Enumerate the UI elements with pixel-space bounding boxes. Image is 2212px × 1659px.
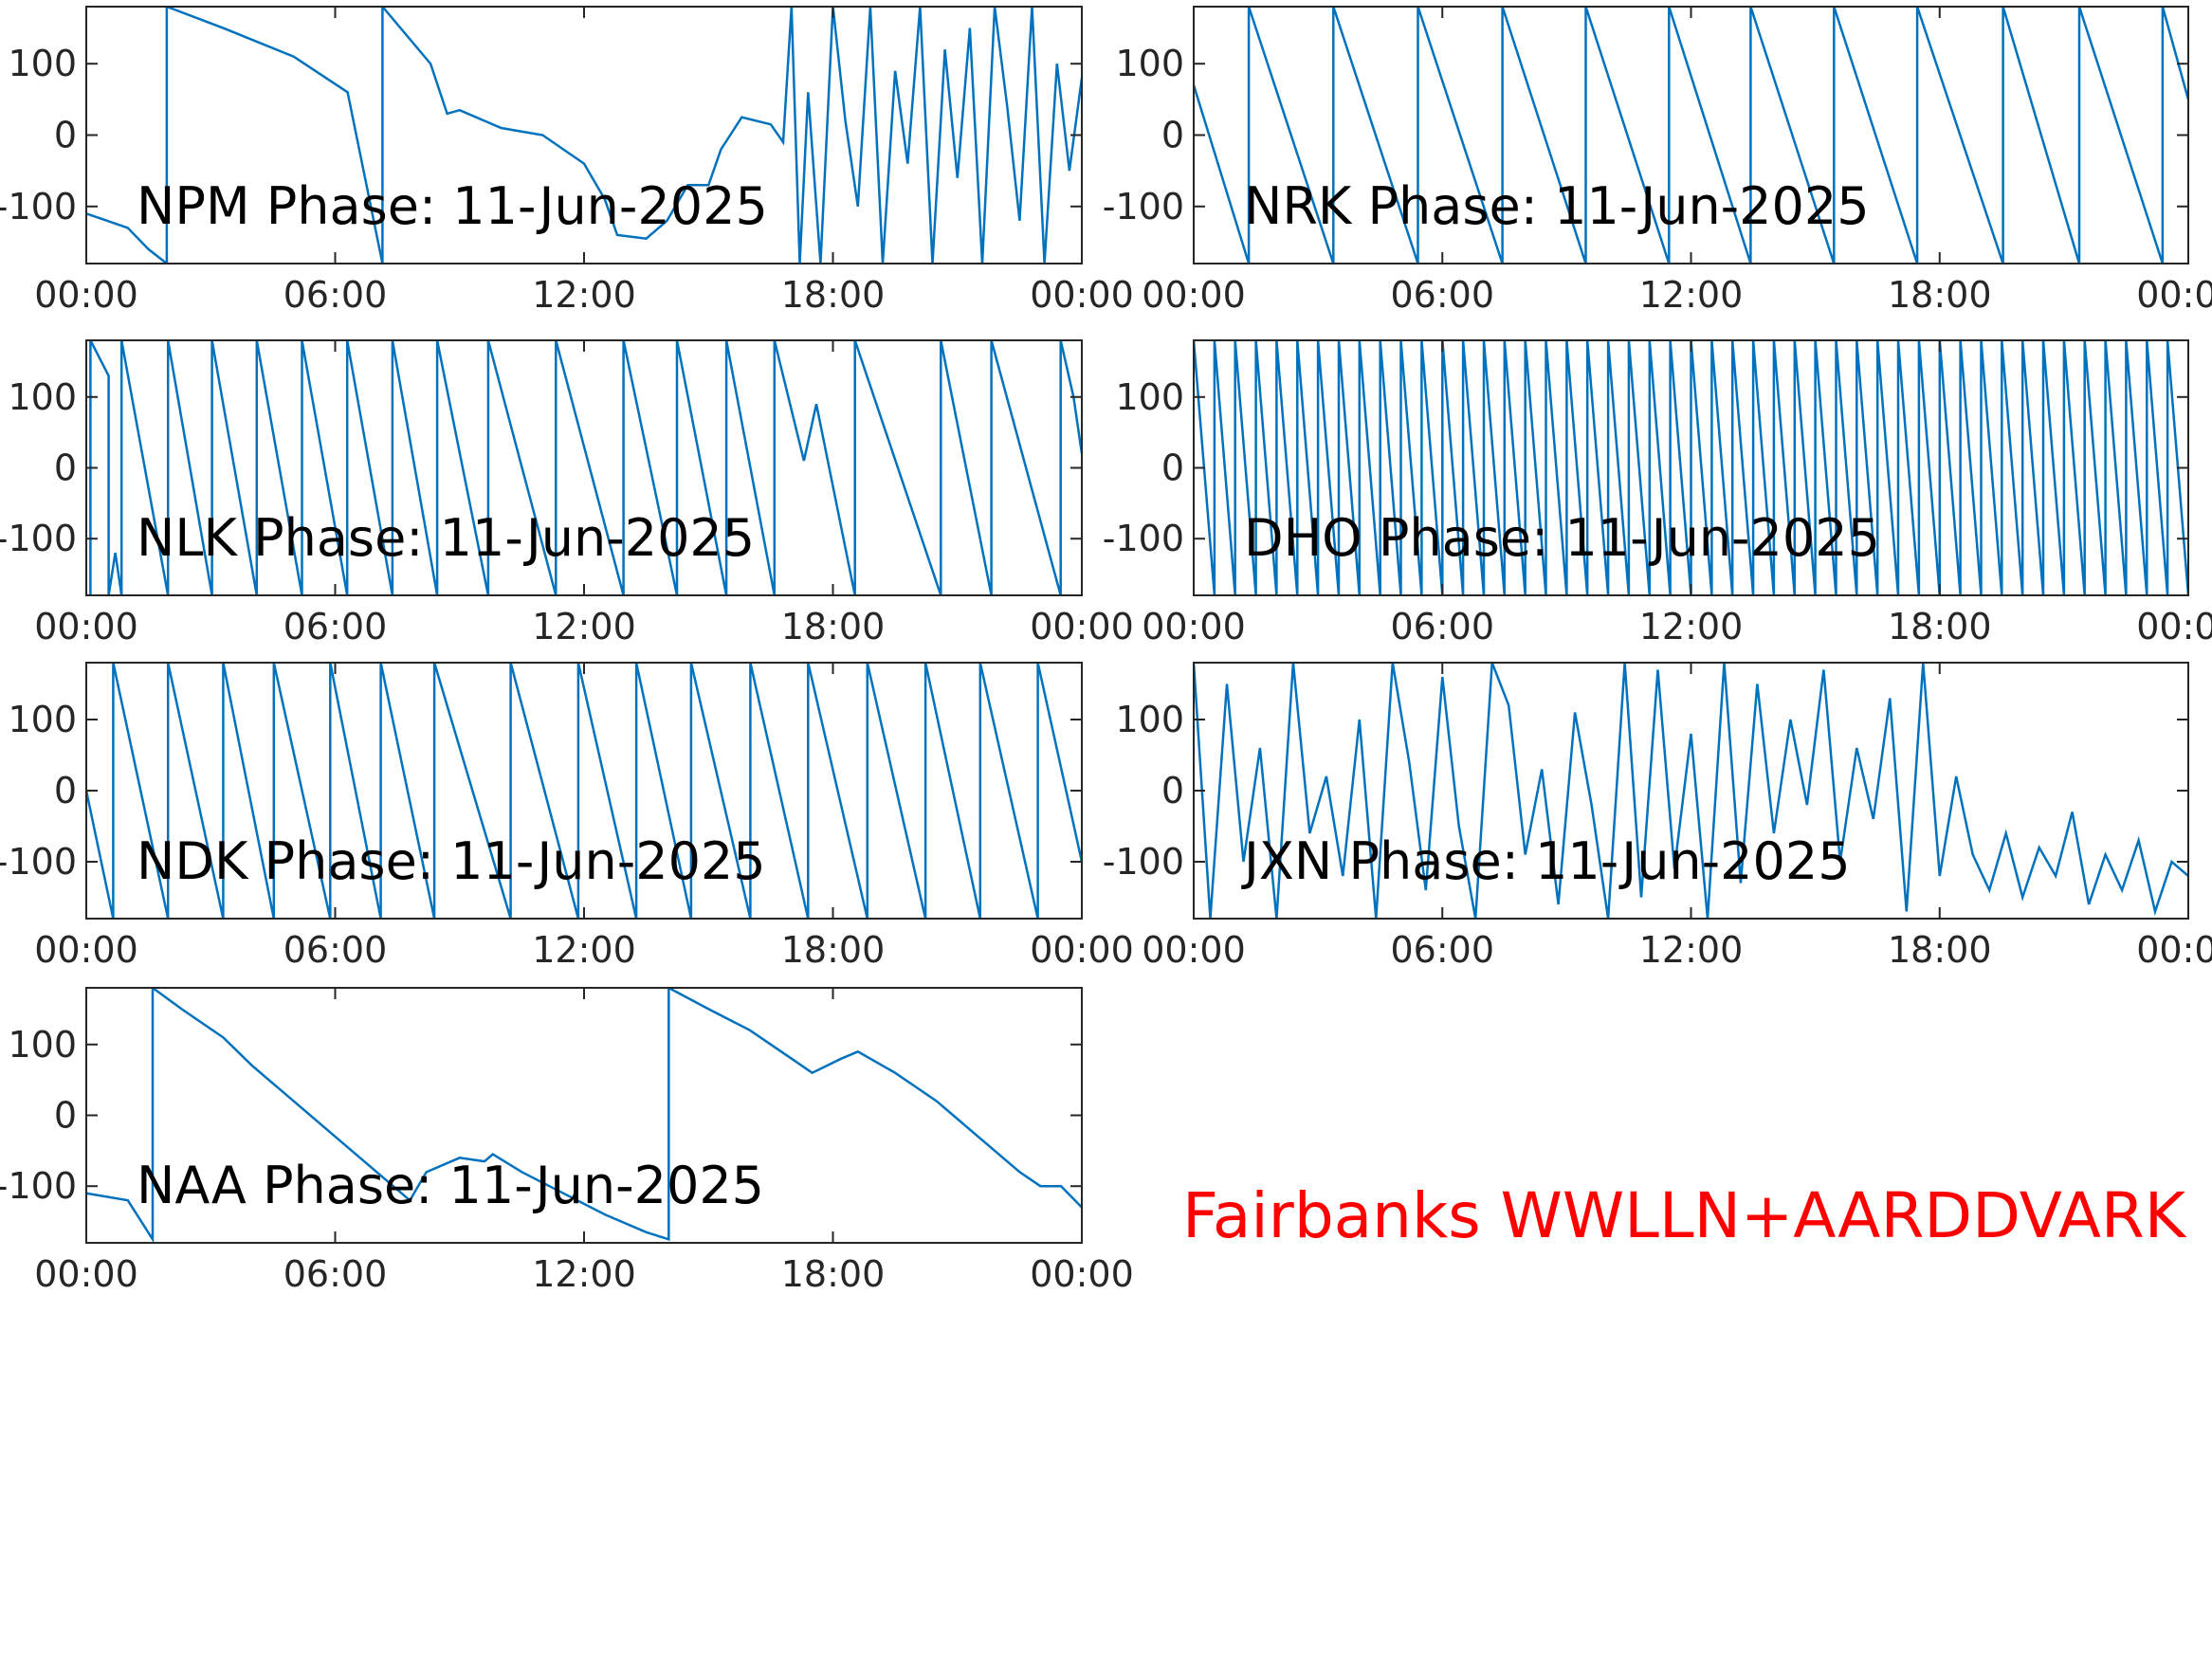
x-tick-label: 06:00: [1390, 929, 1494, 971]
x-tick-label: 18:00: [1888, 929, 1992, 971]
x-tick-label: 12:00: [532, 606, 636, 647]
phase-line: [1194, 7, 2188, 264]
x-tick-label: 18:00: [781, 929, 886, 971]
phase-line: [1194, 340, 2188, 595]
phase-line: [1194, 663, 2188, 919]
x-tick-label: 12:00: [532, 1253, 636, 1295]
panel: 00:00 06:00 12:00 18:00 00:00 -100 0 100 DHO Pha…: [1103, 339, 2212, 647]
panel: 00:00 06:00 12:00 18:00 00:00 -100 0 100 NRK Pha…: [1103, 6, 2212, 316]
phase-line: [86, 7, 1082, 264]
x-tick-label: 18:00: [781, 274, 886, 316]
x-tick-label: 06:00: [283, 1253, 388, 1295]
y-tick-label: 100: [8, 1024, 77, 1066]
y-tick-label: 100: [1115, 699, 1184, 740]
phase-line: [86, 340, 1082, 595]
y-tick-label: 0: [54, 1095, 77, 1137]
x-tick-label: 00:00: [2136, 274, 2212, 316]
panel: 00:00 06:00 12:00 18:00 00:00 -100 0 100 JXN Pha…: [1103, 662, 2212, 971]
y-tick-label: 100: [8, 43, 77, 84]
x-tick-label: 00:00: [2136, 606, 2212, 647]
y-tick-label: -100: [0, 841, 77, 883]
panel-title: NAA Phase: 11-Jun-2025: [137, 1156, 764, 1215]
plot-area: [86, 988, 1082, 1243]
x-tick-label: 00:00: [34, 1253, 138, 1295]
y-tick-label: 0: [54, 770, 77, 811]
panel-title: NRK Phase: 11-Jun-2025: [1244, 176, 1870, 236]
plot-area: [1194, 7, 2188, 264]
y-tick-label: 100: [1115, 43, 1184, 84]
x-tick-label: 12:00: [532, 929, 636, 971]
y-tick-label: 0: [54, 447, 77, 489]
panel-title: NDK Phase: 11-Jun-2025: [137, 831, 766, 891]
panel-title: NLK Phase: 11-Jun-2025: [137, 508, 755, 568]
x-tick-label: 06:00: [1390, 274, 1494, 316]
x-tick-label: 18:00: [781, 606, 886, 647]
y-tick-label: 100: [1115, 376, 1184, 418]
panel-title: NPM Phase: 11-Jun-2025: [137, 176, 768, 236]
x-tick-label: 00:00: [1030, 274, 1134, 316]
x-tick-label: 12:00: [532, 274, 636, 316]
x-tick-label: 00:00: [1142, 929, 1246, 971]
panel-title: JXN Phase: 11-Jun-2025: [1241, 831, 1851, 891]
phase-line: [86, 988, 1082, 1243]
x-tick-label: 18:00: [1888, 606, 1992, 647]
x-tick-label: 00:00: [1142, 606, 1246, 647]
y-tick-label: 100: [8, 376, 77, 418]
plot-area: [86, 340, 1082, 595]
x-tick-label: 00:00: [2136, 929, 2212, 971]
y-tick-label: 0: [1161, 447, 1184, 489]
y-tick-label: 0: [54, 115, 77, 156]
y-tick-label: -100: [1103, 186, 1184, 228]
y-tick-label: -100: [0, 518, 77, 559]
x-tick-label: 12:00: [1639, 929, 1744, 971]
plot-area: [1194, 663, 2188, 919]
x-tick-label: 00:00: [1030, 606, 1134, 647]
x-tick-label: 06:00: [283, 606, 388, 647]
y-tick-label: -100: [1103, 841, 1184, 883]
x-tick-label: 18:00: [781, 1253, 886, 1295]
x-tick-label: 06:00: [283, 929, 388, 971]
y-tick-label: 100: [8, 699, 77, 740]
panel: 00:00 06:00 12:00 18:00 00:00 -100 0 100 NDK Pha…: [0, 662, 1134, 971]
y-tick-label: 0: [1161, 115, 1184, 156]
x-tick-label: 00:00: [1142, 274, 1246, 316]
x-tick-label: 18:00: [1888, 274, 1992, 316]
phase-line: [86, 663, 1082, 919]
x-tick-label: 12:00: [1639, 274, 1744, 316]
y-tick-label: 0: [1161, 770, 1184, 811]
y-tick-label: -100: [0, 1165, 77, 1207]
x-tick-label: 06:00: [1390, 606, 1494, 647]
y-tick-label: -100: [0, 186, 77, 228]
x-tick-label: 00:00: [34, 274, 138, 316]
x-tick-label: 00:00: [1030, 1253, 1134, 1295]
y-tick-label: -100: [1103, 518, 1184, 559]
x-tick-label: 06:00: [283, 274, 388, 316]
x-tick-label: 00:00: [34, 606, 138, 647]
x-tick-label: 00:00: [34, 929, 138, 971]
panel: 00:00 06:00 12:00 18:00 00:00 -100 0 100 NPM Pha…: [0, 6, 1134, 316]
panel-title: DHO Phase: 11-Jun-2025: [1244, 508, 1880, 568]
figure-annotation: Fairbanks WWLLN+AARDDVARK: [1182, 1179, 2187, 1252]
panel: 00:00 06:00 12:00 18:00 00:00 -100 0 100 NLK Pha…: [0, 339, 1134, 647]
x-tick-label: 12:00: [1639, 606, 1744, 647]
x-tick-label: 00:00: [1030, 929, 1134, 971]
panel: 00:00 06:00 12:00 18:00 00:00 -100 0 100 NAA Pha…: [0, 987, 1134, 1295]
